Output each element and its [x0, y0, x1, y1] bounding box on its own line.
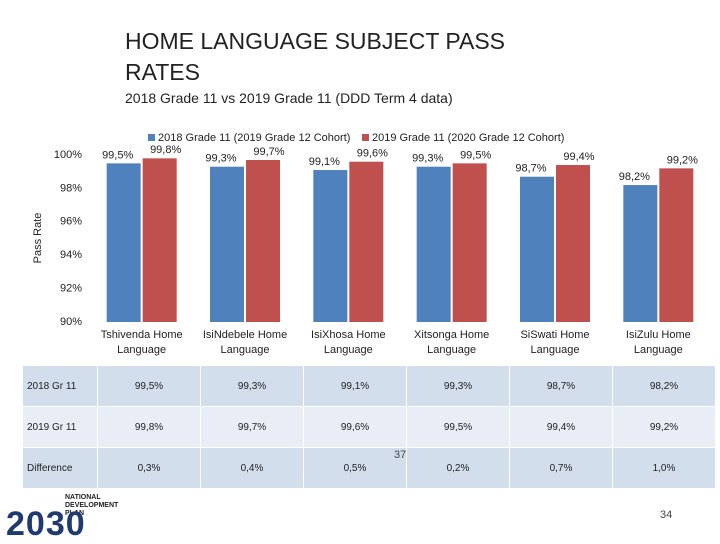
value-label: 99,7% — [253, 146, 284, 158]
table-cell: 99,3% — [406, 365, 510, 407]
table-cell: 99,4% — [509, 406, 613, 448]
table-cell: 99,5% — [406, 406, 510, 448]
value-label: 99,3% — [412, 153, 443, 165]
table-cell: 0,4% — [200, 447, 304, 489]
x-tick-label: Tshivenda Home Language — [100, 329, 183, 356]
y-axis-label: Pass Rate — [32, 213, 44, 264]
table-cell: 0,2% — [406, 447, 510, 489]
bar — [556, 165, 590, 322]
legend-swatch — [148, 134, 155, 141]
value-label: 99,5% — [102, 149, 133, 161]
y-tick-label: 90% — [60, 316, 82, 328]
slide-title: HOME LANGUAGE SUBJECT PASS RATES — [125, 28, 506, 85]
table-cell: 1,0% — [612, 447, 716, 489]
table-cell: 99,3% — [200, 365, 304, 407]
table-row: 2019 Gr 11 99,8% 99,7% 99,6% 99,5% 99,4% 99,2% — [22, 406, 716, 448]
table-cell: 0,7% — [509, 447, 613, 489]
page-number: 34 — [660, 509, 673, 521]
y-tick-label: 98% — [60, 182, 82, 194]
table-cell: 0,5% — [303, 447, 407, 489]
table-cell: 0,3% — [97, 447, 201, 489]
row-header: 2018 Gr 11 — [22, 365, 98, 407]
bar — [452, 163, 487, 322]
logo-text: NATIONAL DEVELOPMENT PLAN — [65, 494, 119, 517]
logo-year: 2030 — [6, 505, 86, 543]
table-cell: 99,7% — [200, 406, 304, 448]
bar — [349, 161, 384, 322]
value-label: 98,7% — [515, 163, 546, 175]
value-label: 99,6% — [357, 148, 388, 160]
data-table: 2018 Gr 11 99,5% 99,3% 99,1% 99,3% 98,7% 98,2%… — [22, 365, 716, 489]
value-label: 99,4% — [563, 151, 594, 163]
value-label: 99,3% — [205, 153, 236, 165]
x-tick-label: SiSwati Home Language — [520, 329, 590, 356]
row-header: Difference — [22, 447, 98, 489]
y-tick-label: 92% — [60, 283, 82, 295]
table-row: Difference 0,3% 0,4% 0,5% 0,2% 0,7% 1,0% — [22, 447, 716, 489]
row-header: 2019 Gr 11 — [22, 406, 98, 448]
bar — [106, 163, 141, 322]
x-tick-label: IsiXhosa Home Language — [311, 329, 386, 356]
bar — [520, 176, 554, 322]
legend-swatch — [362, 134, 369, 141]
bar — [246, 160, 280, 322]
value-label: 99,5% — [460, 149, 491, 161]
legend-label: 2019 Grade 11 (2020 Grade 12 Cohort) — [372, 132, 564, 144]
x-tick-label: IsiNdebele Home Language — [202, 329, 288, 356]
x-tick-label: IsiZulu Home Language — [625, 329, 691, 356]
table-row: 2018 Gr 11 99,5% 99,3% 99,1% 99,3% 98,7% 98,2% — [22, 365, 716, 407]
table-cell: 98,7% — [509, 365, 613, 407]
table-cell: 99,6% — [303, 406, 407, 448]
value-label: 99,8% — [150, 144, 181, 156]
legend-label: 2018 Grade 11 (2019 Grade 12 Cohort) — [158, 132, 350, 144]
table-cell: 99,1% — [303, 365, 407, 407]
table-cell: 99,5% — [97, 365, 201, 407]
value-label: 99,1% — [309, 156, 340, 168]
y-tick-label: 94% — [60, 249, 82, 261]
x-tick-label: Xitsonga Home Language — [414, 329, 490, 356]
table-cell: 98,2% — [612, 365, 716, 407]
bar — [142, 158, 177, 322]
bar — [313, 170, 348, 322]
table-cell: 99,2% — [612, 406, 716, 448]
bar — [210, 166, 244, 322]
y-tick-label: 100% — [54, 149, 82, 161]
bar — [623, 185, 658, 322]
table-cell: 99,8% — [97, 406, 201, 448]
y-tick-label: 96% — [60, 216, 82, 228]
marker: 37 — [394, 449, 407, 461]
value-label: 98,2% — [619, 171, 650, 183]
subtitle: 2018 Grade 11 vs 2019 Grade 11 (DDD Term… — [125, 90, 453, 106]
value-label: 99,2% — [667, 154, 698, 166]
bar — [416, 166, 451, 322]
bar — [659, 168, 694, 322]
